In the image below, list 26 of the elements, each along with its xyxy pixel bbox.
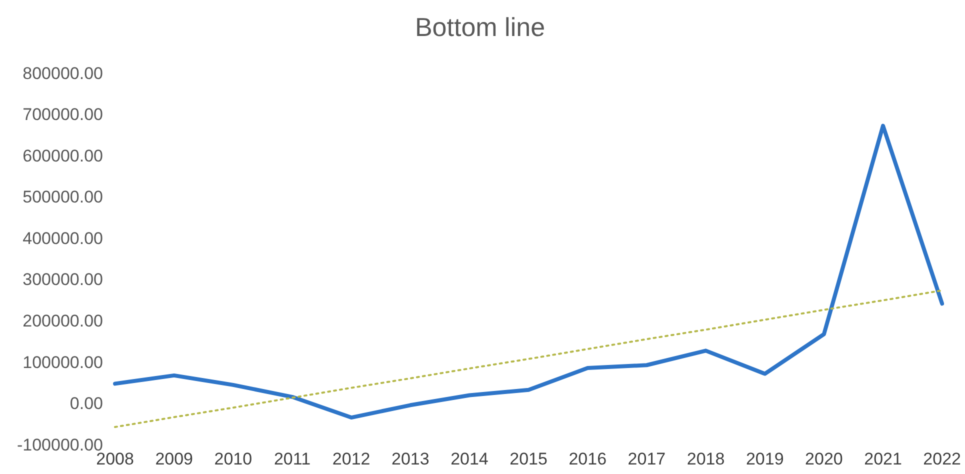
x-tick-label: 2017 bbox=[628, 449, 666, 468]
y-tick-label: 500000.00 bbox=[22, 188, 104, 207]
x-tick-label: 2013 bbox=[391, 449, 430, 468]
x-tick-label: 2015 bbox=[510, 449, 548, 468]
x-tick-label: 2016 bbox=[568, 449, 607, 468]
y-tick-label: 300000.00 bbox=[22, 270, 104, 290]
chart-title: Bottom line bbox=[414, 12, 546, 42]
x-tick-label: 2019 bbox=[746, 449, 784, 468]
x-tick-label: 2021 bbox=[864, 449, 902, 468]
y-tick-label: 800000.00 bbox=[22, 64, 104, 83]
x-tick-label: 2012 bbox=[332, 449, 370, 468]
y-tick-label: 100000.00 bbox=[22, 352, 104, 372]
y-tick-label: 200000.00 bbox=[22, 311, 104, 330]
y-tick-label: 400000.00 bbox=[22, 228, 104, 248]
y-tick-label: 700000.00 bbox=[22, 105, 104, 124]
x-tick-label: 2009 bbox=[155, 449, 194, 468]
x-tick-label: 2022 bbox=[923, 449, 962, 468]
line-series bbox=[114, 289, 944, 428]
x-tick-label: 2018 bbox=[686, 449, 725, 468]
x-tick-label: 2010 bbox=[214, 449, 252, 468]
x-tick-label: 2014 bbox=[450, 449, 488, 468]
x-tick-label: 2008 bbox=[96, 449, 134, 468]
x-tick-label: 2020 bbox=[805, 449, 843, 468]
x-tick-label: 2011 bbox=[274, 449, 311, 468]
y-tick-label: 0.00 bbox=[70, 394, 104, 414]
y-tick-label: 600000.00 bbox=[22, 146, 104, 166]
